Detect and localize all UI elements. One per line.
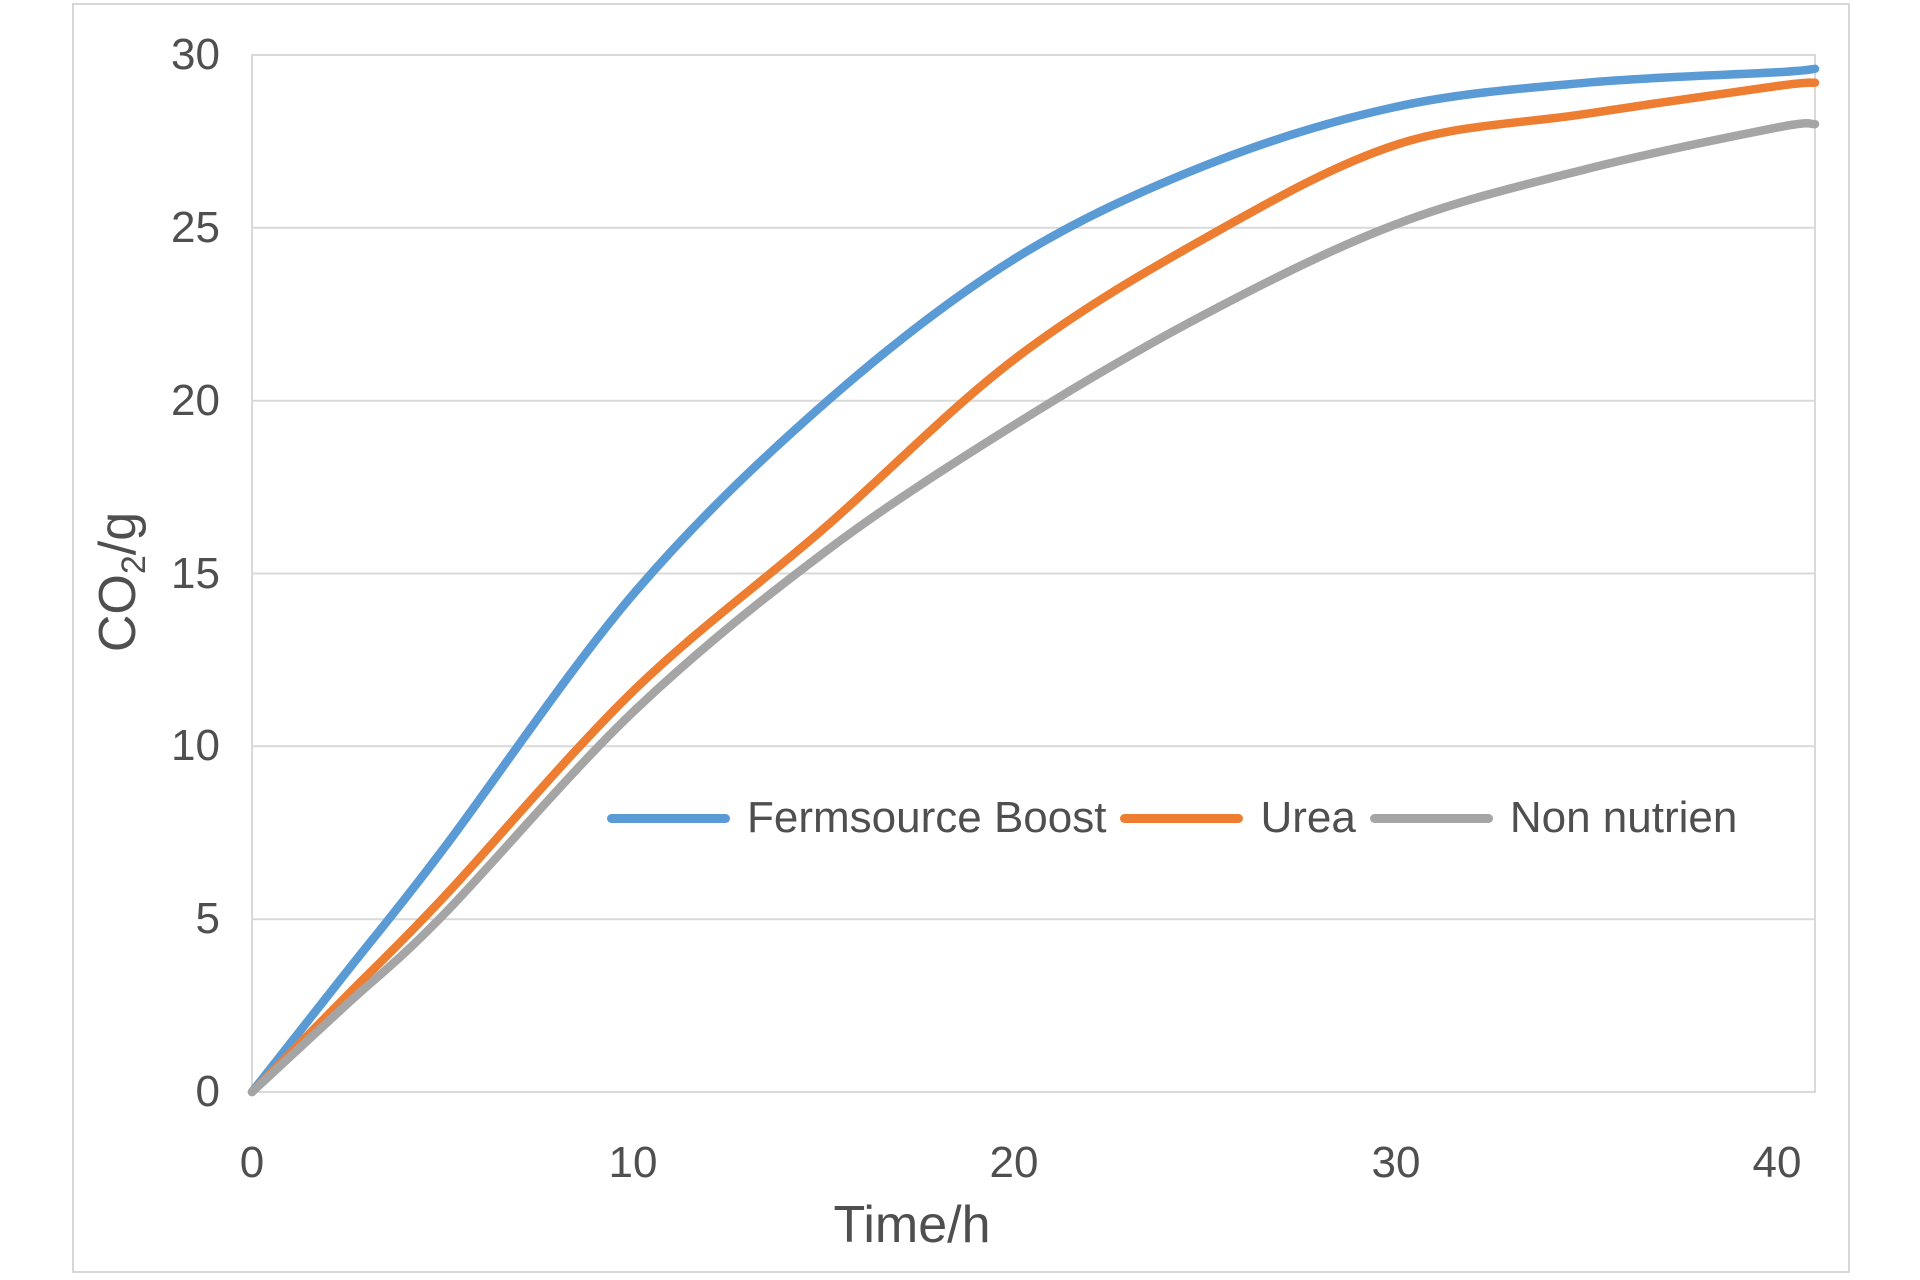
- series-line-urea: [247, 78, 1820, 1097]
- y-tick-label-10: 10: [171, 721, 220, 770]
- x-tick-label-30: 30: [1371, 1138, 1421, 1187]
- series-line-fermsource-boost: [247, 64, 1820, 1097]
- legend-label: Non nutrien: [1509, 793, 1738, 842]
- x-axis-title: Time/h: [833, 1196, 991, 1254]
- legend-item-non-nutrien: Non nutrien: [1369, 793, 1738, 843]
- x-tick-label-20: 20: [989, 1138, 1039, 1187]
- y-tick-label-25: 25: [171, 203, 220, 252]
- legend-swatch-icon: [1369, 813, 1493, 823]
- series-line-non-nutrien: [247, 119, 1820, 1097]
- legend-label: Urea: [1260, 793, 1356, 842]
- y-tick-label-5: 5: [195, 894, 220, 943]
- legend: Fermsource Boost Urea Non nutrien: [607, 793, 1751, 843]
- y-axis-title-suffix: /g: [89, 511, 147, 556]
- y-tick-label-15: 15: [171, 549, 220, 598]
- plot-border: [251, 54, 1816, 1093]
- y-axis-title: CO2/g: [88, 511, 153, 653]
- y-axis-title-subscript: 2: [115, 555, 153, 575]
- legend-label: Fermsource Boost: [747, 793, 1107, 842]
- y-tick-label-20: 20: [171, 376, 220, 425]
- y-axis-title-main: CO: [89, 574, 147, 653]
- legend-swatch-icon: [607, 813, 730, 823]
- y-tick-label-0: 0: [195, 1067, 220, 1116]
- gridlines: [252, 54, 1815, 1093]
- x-tick-label-0: 0: [239, 1138, 265, 1187]
- x-tick-label-10: 10: [608, 1138, 658, 1187]
- legend-item-urea: Urea: [1120, 793, 1356, 843]
- x-tick-label-40: 40: [1752, 1138, 1802, 1187]
- y-tick-label-30: 30: [171, 30, 220, 79]
- chart-frame: [72, 3, 1850, 1273]
- legend-item-fermsource-boost: Fermsource Boost: [607, 793, 1106, 843]
- legend-swatch-icon: [1120, 813, 1244, 823]
